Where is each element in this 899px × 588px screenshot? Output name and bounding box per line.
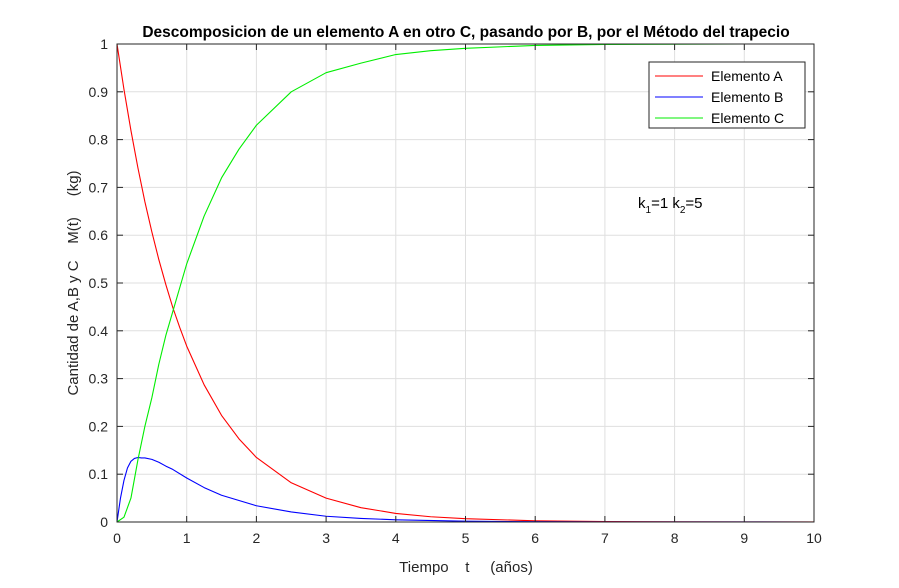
grid <box>117 44 814 522</box>
x-tick-label: 3 <box>322 530 330 546</box>
y-tick-label: 0.9 <box>89 84 109 100</box>
y-tick-label: 0.5 <box>89 275 109 291</box>
x-tick-label: 0 <box>113 530 121 546</box>
k1-label: k <box>638 195 646 212</box>
y-tick-label: 0.4 <box>89 323 109 339</box>
y-tick-label: 0.6 <box>89 227 109 243</box>
x-tick-label: 4 <box>392 530 400 546</box>
series-line-elemento-c <box>116 43 814 523</box>
k-annotation: k1=1 k2=5 <box>638 195 703 216</box>
x-tick-label: 5 <box>462 530 470 546</box>
axis-ticks: 0 1 2 3 4 5 6 7 8 9 10 0 0.1 0.2 0.3 0.4 0.5 0.6 0.7 0.8 0.9… <box>89 36 822 546</box>
y-tick-label: 0 <box>100 514 108 530</box>
y-tick-label: 0.1 <box>89 466 109 482</box>
k1-value: =1 <box>651 195 672 212</box>
y-tick-label: 0.2 <box>89 418 109 434</box>
x-tick-label: 1 <box>183 530 191 546</box>
x-tick-label: 8 <box>671 530 679 546</box>
legend-box <box>648 61 806 129</box>
k2-subscript: 2 <box>680 205 686 216</box>
y-tick-label: 0.8 <box>89 132 109 148</box>
x-tick-label: 10 <box>806 530 822 546</box>
k2-label: k <box>672 195 680 212</box>
x-axis-label: Tiempo t (años) <box>399 559 533 576</box>
chart-title: Descomposicion de un elemento A en otro … <box>142 24 789 41</box>
legend: Elemento A Elemento B Elemento C <box>648 61 806 129</box>
y-axis-label: Cantidad de A,B y C M(t) (kg) <box>65 170 82 395</box>
series-line-elemento-b <box>116 456 815 523</box>
legend-label: Elemento C <box>711 110 784 126</box>
x-tick-label: 2 <box>253 530 261 546</box>
y-tick-label: 0.3 <box>89 371 109 387</box>
legend-label: Elemento B <box>711 89 783 105</box>
k1-subscript: 1 <box>646 205 652 216</box>
y-tick-label: 0.7 <box>89 179 109 195</box>
legend-label: Elemento A <box>711 68 783 84</box>
series-line-elemento-a <box>116 43 815 523</box>
y-tick-label: 1 <box>100 36 108 52</box>
series-lines <box>116 43 815 523</box>
k2-value: =5 <box>685 195 702 212</box>
x-tick-label: 6 <box>531 530 539 546</box>
x-tick-label: 9 <box>740 530 748 546</box>
x-tick-label: 7 <box>601 530 609 546</box>
